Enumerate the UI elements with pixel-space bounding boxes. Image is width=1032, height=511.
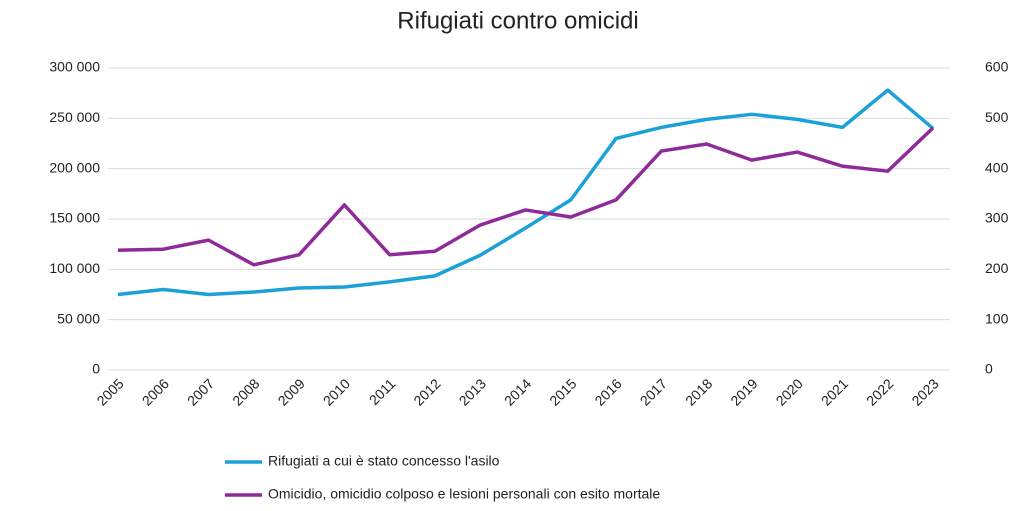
series-line [117, 88, 935, 297]
y-tick-label: 150 000 [49, 210, 100, 226]
x-tick-label: 2008 [229, 375, 262, 408]
x-tick-label: 2011 [366, 375, 399, 408]
y2-tick-label: 500 [985, 109, 1009, 125]
y2-tick-label: 400 [985, 159, 1009, 175]
x-tick-label: 2022 [863, 375, 896, 408]
x-tick-label: 2016 [591, 375, 624, 408]
x-tick-label: 2009 [275, 375, 308, 408]
x-tick-label: 2019 [727, 375, 760, 408]
chart-title: Rifugiati contro omicidi [397, 7, 638, 34]
y2-tick-label: 100 [985, 310, 1009, 326]
x-tick-label: 2013 [456, 375, 489, 408]
x-tick-label: 2007 [184, 375, 217, 408]
x-tick-label: 2005 [93, 375, 126, 408]
y-tick-label: 50 000 [57, 310, 100, 326]
x-tick-label: 2021 [818, 375, 851, 408]
y-tick-label: 100 000 [49, 260, 100, 276]
y-tick-label: 250 000 [49, 109, 100, 125]
x-tick-label: 2015 [546, 375, 579, 408]
y2-tick-label: 200 [985, 260, 1009, 276]
y2-tick-label: 300 [985, 210, 1009, 226]
x-tick-label: 2012 [410, 375, 443, 408]
x-tick-label: 2017 [637, 375, 670, 408]
x-tick-label: 2018 [682, 375, 715, 408]
y-tick-label: 300 000 [49, 59, 100, 75]
x-tick-label: 2023 [908, 375, 941, 408]
series-line [117, 126, 935, 267]
y-tick-label: 200 000 [49, 159, 100, 175]
y2-tick-label: 0 [985, 361, 993, 377]
legend-label: Omicidio, omicidio colposo e lesioni per… [268, 486, 660, 502]
legend-label: Rifugiati a cui è stato concesso l'asilo [268, 453, 500, 469]
x-tick-label: 2006 [139, 375, 172, 408]
x-tick-label: 2014 [501, 375, 534, 408]
x-tick-label: 2010 [320, 375, 353, 408]
y2-tick-label: 600 [985, 59, 1009, 75]
x-tick-label: 2020 [773, 375, 806, 408]
y-tick-label: 0 [92, 361, 100, 377]
